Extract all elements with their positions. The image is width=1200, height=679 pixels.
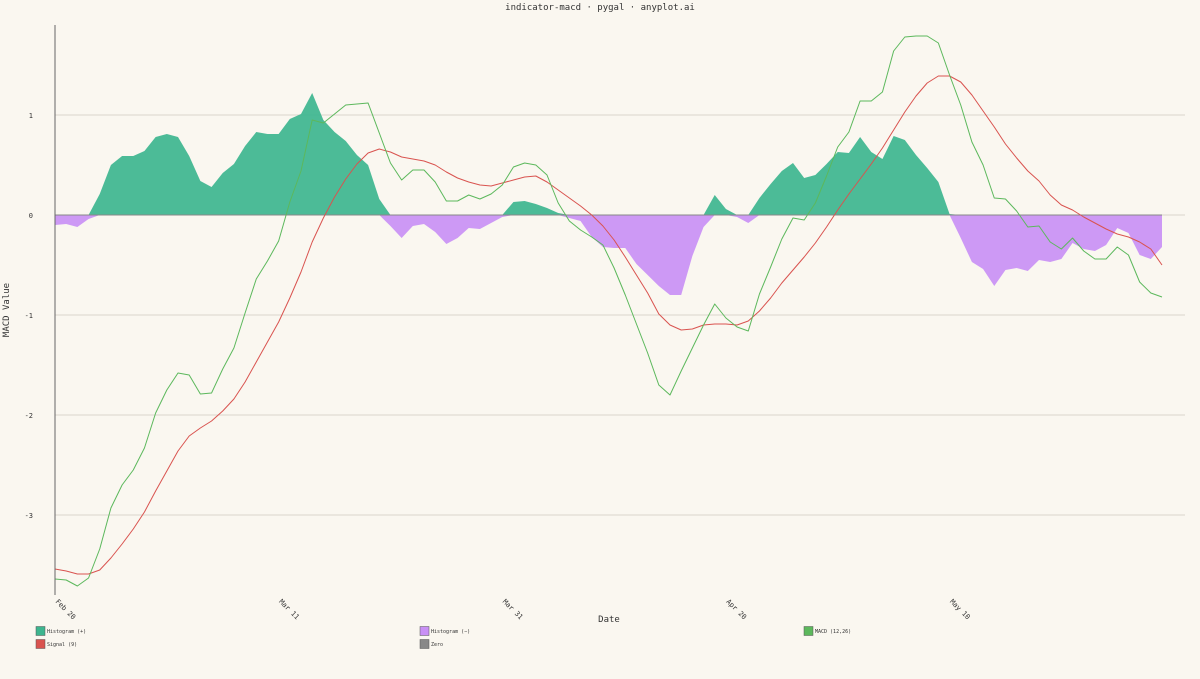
x-tick-label: Mar 31	[501, 598, 525, 622]
chart-title: indicator-macd · pygal · anyplot.ai	[505, 3, 695, 13]
series-lines	[54, 35, 1163, 587]
grid: 1 0 -1 -2 -3	[25, 112, 1185, 520]
legend-label: Histogram (−)	[431, 629, 470, 635]
legend-label: Zero	[431, 642, 443, 648]
legend-swatch	[803, 626, 814, 636]
axes: Feb 20 Mar 11 Mar 31 Apr 20 May 10	[54, 25, 972, 621]
y-tick-label: -3	[25, 512, 33, 520]
legend-swatch	[35, 626, 46, 636]
legend-label: Histogram (+)	[47, 629, 86, 635]
y-tick-label: -2	[25, 412, 33, 420]
y-tick-label: 0	[29, 212, 33, 220]
signal-line	[54, 75, 1163, 575]
legend-swatch	[419, 626, 430, 636]
y-tick-label: -1	[25, 312, 33, 320]
legend-swatch	[35, 639, 46, 649]
x-tick-label: May 10	[948, 598, 972, 622]
legend: Histogram (+) Histogram (−) MACD (12,26) Si…	[35, 626, 851, 649]
macd-line	[54, 35, 1163, 587]
histogram	[55, 93, 1162, 295]
x-tick-label: Feb 20	[54, 598, 78, 622]
x-tick-label: Mar 11	[277, 598, 301, 622]
histogram-positive-area	[55, 93, 1162, 215]
legend-label: MACD (12,26)	[815, 629, 851, 635]
x-tick-label: Apr 20	[724, 598, 748, 622]
histogram-negative-area	[55, 215, 1162, 295]
y-axis-label: MACD Value	[2, 283, 12, 337]
legend-label: Signal (9)	[47, 642, 77, 648]
x-axis-label: Date	[598, 615, 620, 625]
legend-swatch	[419, 639, 430, 649]
y-tick-label: 1	[29, 112, 33, 120]
